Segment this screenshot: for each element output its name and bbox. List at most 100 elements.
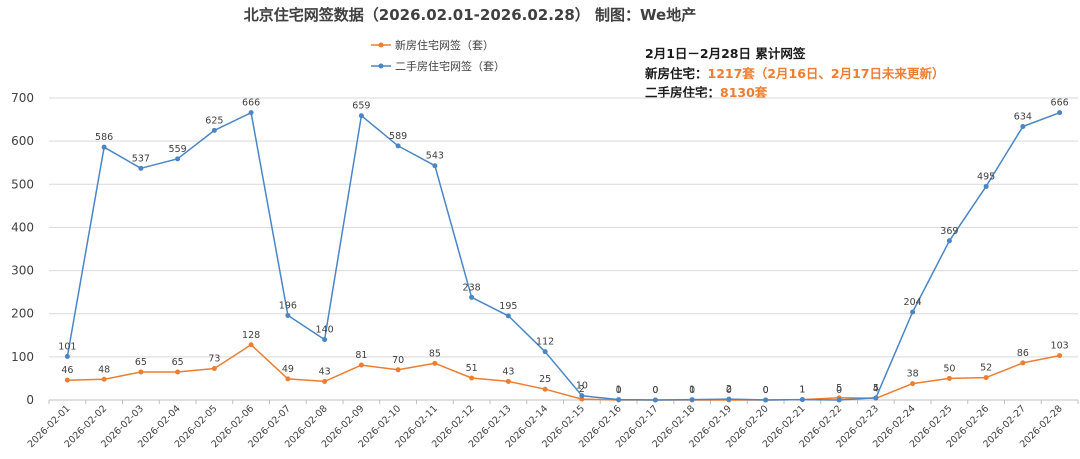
data-label-resale-homes: 196 (279, 300, 297, 311)
series-line-resale-homes (66, 111, 1060, 401)
annotation-box: 2月1日－2月28日 累计网签 新房住宅：1217套（2月16日、2月17日未来… (645, 46, 945, 100)
data-label-resale-homes: 0 (652, 385, 658, 396)
data-label-resale-homes: 140 (316, 325, 334, 336)
data-point-new-homes (138, 369, 144, 375)
legend-item-resale-homes: 二手房住宅网签（套） (371, 59, 505, 73)
data-point-new-homes (983, 375, 989, 381)
data-label-resale-homes: 195 (499, 301, 517, 312)
data-label-new-homes: 0 (652, 385, 658, 396)
data-label-resale-homes: 238 (463, 282, 481, 293)
data-label-resale-homes: 369 (940, 226, 958, 237)
data-point-new-homes (579, 396, 585, 402)
chart-title: 北京住宅网签数据（2026.02.01-2026.02.28） 制图：We地产 (244, 6, 696, 24)
data-label-resale-homes: 0 (763, 385, 769, 396)
data-label-new-homes: 48 (98, 364, 110, 375)
data-point-new-homes (432, 360, 438, 366)
data-point-resale-homes (395, 143, 401, 149)
annotation-new-homes-value: 1217套（2月16日、2月17日未来更新） (708, 66, 945, 81)
data-point-new-homes (285, 376, 291, 382)
legend-label-new-homes: 新房住宅网签（套） (395, 38, 494, 52)
data-point-new-homes (358, 362, 364, 368)
data-point-new-homes (910, 381, 916, 387)
data-point-resale-homes (763, 397, 769, 403)
data-label-new-homes: 4 (873, 383, 879, 394)
data-label-resale-homes: 634 (1014, 111, 1032, 122)
y-tick-label: 500 (11, 177, 34, 191)
data-label-new-homes: 65 (172, 357, 184, 368)
data-label-new-homes: 70 (392, 355, 404, 366)
y-tick-label: 600 (11, 134, 34, 148)
data-label-new-homes: 43 (319, 366, 331, 377)
data-point-new-homes (1057, 353, 1063, 359)
annotation-line1: 2月1日－2月28日 累计网签 (645, 46, 806, 61)
data-point-resale-homes (836, 397, 842, 403)
y-tick-label: 100 (11, 350, 34, 364)
legend-label-resale-homes: 二手房住宅网签（套） (395, 59, 505, 73)
data-label-new-homes: 49 (282, 364, 294, 375)
data-label-resale-homes: 112 (536, 337, 554, 348)
data-label-new-homes: 1 (799, 385, 805, 396)
data-point-resale-homes (726, 396, 732, 402)
data-label-resale-homes: 666 (242, 98, 260, 109)
data-label-new-homes: 51 (466, 363, 478, 374)
data-label-resale-homes: 666 (1051, 98, 1069, 109)
data-label-resale-homes: 659 (352, 101, 370, 112)
series-line-new-homes (67, 344, 1060, 401)
data-label-resale-homes: 1 (689, 385, 695, 396)
data-point-resale-homes (542, 349, 548, 355)
data-label-resale-homes: 586 (95, 132, 113, 143)
data-point-new-homes (211, 366, 217, 372)
data-label-new-homes: 50 (943, 363, 955, 374)
data-point-new-homes (248, 342, 254, 348)
data-point-resale-homes (873, 395, 879, 401)
data-label-new-homes: 0 (616, 385, 622, 396)
data-label-new-homes: 128 (242, 330, 260, 341)
data-point-resale-homes (799, 397, 805, 403)
data-point-resale-homes (322, 337, 328, 343)
data-label-new-homes: 46 (61, 365, 73, 376)
data-point-resale-homes (432, 163, 438, 169)
data-label-new-homes: 86 (1017, 348, 1029, 359)
y-tick-label: 700 (11, 91, 34, 105)
data-point-new-homes (505, 378, 511, 384)
data-label-resale-homes: 101 (58, 341, 76, 352)
data-label-new-homes: 85 (429, 348, 441, 359)
data-label-resale-homes: 10 (576, 381, 588, 392)
data-label-resale-homes: 625 (205, 115, 223, 126)
data-point-resale-homes (579, 393, 585, 399)
data-label-resale-homes: 543 (426, 151, 444, 162)
data-point-new-homes (946, 375, 952, 381)
data-label-new-homes: 73 (208, 354, 220, 365)
data-point-new-homes (395, 367, 401, 373)
data-point-resale-homes (285, 312, 291, 318)
data-label-new-homes: 65 (135, 357, 147, 368)
data-point-resale-homes (652, 397, 658, 403)
data-point-resale-homes (689, 397, 695, 403)
data-label-new-homes: 0 (763, 385, 769, 396)
series-group (64, 110, 1063, 403)
annotation-resale-homes-label: 二手房住宅： (645, 85, 720, 100)
data-point-resale-homes (138, 165, 144, 171)
legend-item-new-homes: 新房住宅网签（套） (371, 38, 494, 52)
data-label-new-homes: 25 (539, 374, 551, 385)
data-point-resale-homes (1020, 123, 1026, 129)
data-label-new-homes: 0 (689, 385, 695, 396)
legend-marker-new-homes (378, 42, 384, 48)
data-label-resale-homes: 204 (904, 297, 922, 308)
data-label-new-homes: 52 (980, 363, 992, 374)
data-point-resale-homes (616, 397, 622, 403)
y-axis: 0 100 200 300 400 500 600 700 (11, 91, 34, 407)
data-point-new-homes (175, 369, 181, 375)
y-tick-label: 200 (11, 307, 34, 321)
data-point-resale-homes (505, 313, 511, 319)
data-point-new-homes (101, 376, 107, 382)
annotation-resale-homes-value: 8130套 (720, 85, 768, 100)
annotation-line2: 新房住宅：1217套（2月16日、2月17日未来更新） (645, 66, 945, 81)
data-point-resale-homes (469, 294, 475, 300)
data-label-resale-homes: 0 (836, 385, 842, 396)
data-point-new-homes (322, 378, 328, 384)
data-label-resale-homes: 5 (873, 383, 879, 394)
